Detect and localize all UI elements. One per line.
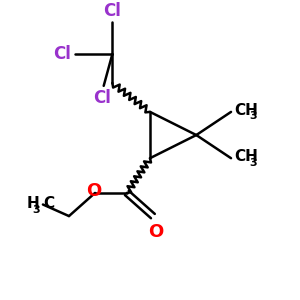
Text: H: H	[27, 196, 40, 211]
Text: Cl: Cl	[53, 45, 71, 63]
Text: Cl: Cl	[103, 2, 121, 20]
Text: O: O	[148, 223, 164, 241]
Text: 3: 3	[249, 111, 256, 121]
Text: 3: 3	[32, 205, 40, 215]
Text: O: O	[86, 182, 101, 200]
Text: CH: CH	[234, 103, 258, 118]
Text: 3: 3	[249, 158, 256, 167]
Text: CH: CH	[234, 149, 258, 164]
Text: C: C	[44, 196, 55, 211]
Text: Cl: Cl	[93, 89, 111, 107]
